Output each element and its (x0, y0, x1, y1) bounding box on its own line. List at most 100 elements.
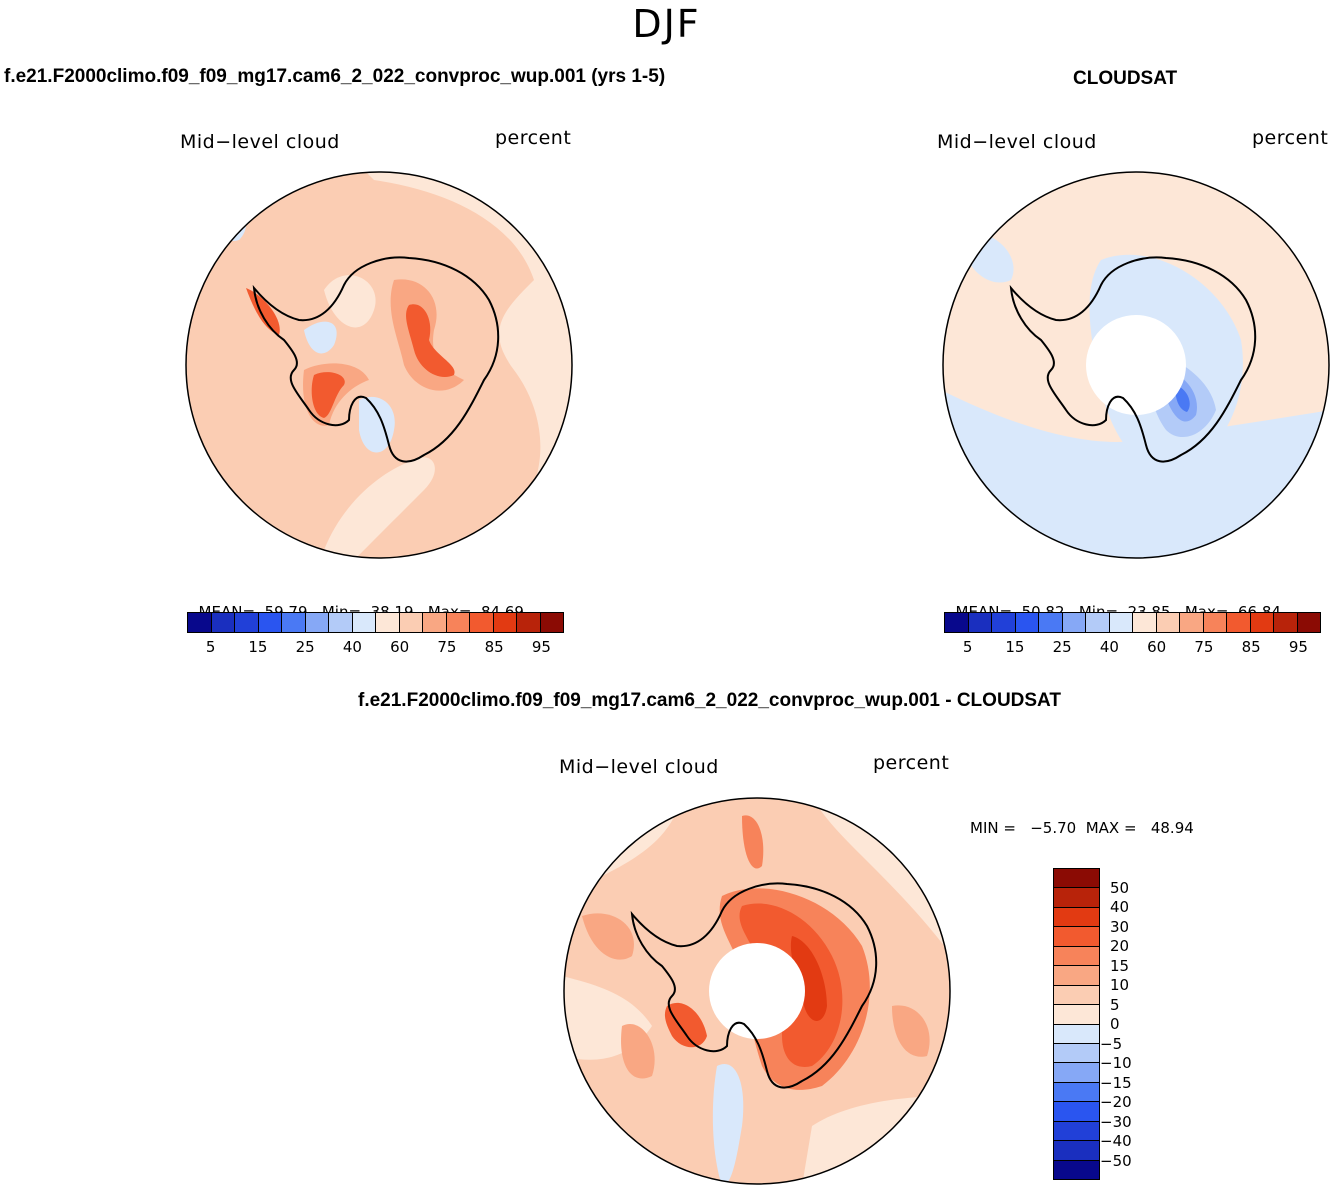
colorbar-tick-label: 15 (1005, 638, 1025, 656)
colorbar-swatch (423, 613, 447, 632)
diff-field-hot-west (664, 1002, 707, 1048)
colorbar-swatch (1054, 1063, 1099, 1083)
colorbar-swatch (1054, 1102, 1099, 1122)
colorbar-swatch (1062, 613, 1086, 632)
colorbar-tick-label: −50 (1100, 1151, 1132, 1170)
diff-panel-header: f.e21.F2000climo.f09_f09_mg17.cam6_2_022… (358, 690, 1061, 711)
model-field-hot-east (406, 304, 455, 378)
model-field-hot-peninsula (246, 288, 280, 335)
season-title: DJF (632, 2, 701, 46)
colorbar-tick-label: −30 (1100, 1112, 1132, 1131)
colorbar-swatch (1109, 613, 1133, 632)
colorbar-tick-label: 50 (1110, 878, 1130, 897)
colorbar-swatch (1203, 613, 1227, 632)
diff-field-hot3-east (790, 936, 827, 1021)
colorbar-swatch (376, 613, 400, 632)
colorbar-tick-label: 10 (1110, 976, 1130, 994)
obs-field-cool-south (943, 390, 1329, 558)
model-field-hot-west (311, 372, 345, 418)
colorbar-swatch (1054, 1082, 1099, 1103)
diff-field-cool-nw (582, 805, 625, 837)
model-field-light-south (324, 457, 435, 558)
model-polar-map (185, 171, 573, 559)
colorbar-swatch (1156, 613, 1180, 632)
colorbar-swatch (211, 613, 235, 632)
diff-variable-label: Mid−level cloud (559, 756, 719, 778)
model-field-cool-nw (219, 207, 247, 241)
colorbar-swatch (1274, 613, 1298, 632)
colorbar-swatch (540, 613, 563, 632)
antarctica-coastline (1009, 256, 1257, 463)
colorbar-swatch (968, 613, 992, 632)
colorbar-tick-label: 40 (1110, 898, 1130, 916)
colorbar-tick-label: 85 (484, 638, 504, 656)
obs-polar-map (942, 171, 1330, 559)
colorbar-swatch (1039, 613, 1063, 632)
colorbar-tick-label: 0 (1110, 1015, 1120, 1033)
obs-field-cool4-east (1175, 385, 1190, 412)
colorbar-tick-label: 5 (1110, 995, 1120, 1014)
colorbar-swatch (352, 613, 376, 632)
colorbar-tick-label: −10 (1100, 1054, 1132, 1072)
colorbar-swatch (1180, 613, 1204, 632)
antarctica-coastline (630, 882, 878, 1089)
colorbar-tick-label: 5 (205, 638, 216, 656)
colorbar-swatch (399, 613, 423, 632)
diff-field-cool-south (712, 1064, 744, 1184)
diff-missing-pole (709, 943, 805, 1039)
model-field-light-central (324, 275, 376, 328)
colorbar-swatch (188, 613, 212, 632)
diff-field-hot-north (742, 815, 764, 869)
model-panel-header: f.e21.F2000climo.f09_f09_mg17.cam6_2_022… (4, 66, 666, 87)
colorbar-tick-label: −40 (1100, 1132, 1132, 1150)
colorbar-tick-label: 60 (390, 638, 410, 656)
colorbar-swatch (1054, 1160, 1099, 1179)
colorbar-tick-label: 95 (1288, 638, 1308, 656)
colorbar-swatch (1297, 613, 1320, 632)
antarctica-coastline (252, 256, 500, 463)
colorbar-swatch (470, 613, 494, 632)
model-colorbar (187, 612, 564, 633)
obs-units-label: percent (1252, 127, 1329, 149)
diff-field-mid-sw (621, 1024, 655, 1079)
colorbar-swatch (235, 613, 259, 632)
colorbar-swatch (258, 613, 282, 632)
diff-minmax: MIN = −5.70 MAX = 48.94 (970, 819, 1194, 837)
colorbar-tick-label: 40 (342, 638, 362, 656)
colorbar-tick-label: 25 (295, 638, 315, 656)
colorbar-swatch (305, 613, 329, 632)
model-colorbar-ticks: 5 15 25 40 60 75 85 95 (187, 638, 565, 658)
colorbar-swatch (493, 613, 517, 632)
diff-colorbar (1053, 868, 1100, 1180)
colorbar-swatch (1054, 966, 1099, 986)
colorbar-swatch (1054, 869, 1099, 889)
colorbar-tick-label: 95 (531, 638, 551, 656)
colorbar-swatch (1054, 888, 1099, 908)
colorbar-tick-label: 85 (1241, 638, 1261, 656)
colorbar-tick-label: 15 (1110, 956, 1130, 975)
colorbar-tick-label: −15 (1100, 1073, 1132, 1092)
colorbar-tick-label: −20 (1100, 1093, 1132, 1111)
colorbar-swatch (282, 613, 306, 632)
colorbar-swatch (1054, 1005, 1099, 1025)
colorbar-swatch (1054, 946, 1099, 967)
obs-missing-pole (1086, 315, 1186, 415)
colorbar-tick-label: −5 (1100, 1034, 1123, 1053)
diff-field-mid-e (892, 1005, 930, 1057)
colorbar-swatch (1054, 1043, 1099, 1064)
colorbar-swatch (1086, 613, 1110, 632)
colorbar-swatch (1133, 613, 1157, 632)
colorbar-tick-label: 75 (1194, 638, 1214, 656)
diff-field-mid-w (582, 913, 634, 960)
colorbar-swatch (1250, 613, 1274, 632)
colorbar-tick-label: 60 (1147, 638, 1167, 656)
colorbar-tick-label: 20 (1110, 937, 1130, 955)
diff-colorbar-ticks: 50 40 30 20 15 10 5 0 −5 −10 −15 −20 −30 −40 −50 (1100, 868, 1170, 1180)
obs-variable-label: Mid−level cloud (937, 131, 1097, 153)
diff-polar-map (563, 797, 951, 1185)
colorbar-tick-label: 75 (437, 638, 457, 656)
colorbar-swatch (446, 613, 470, 632)
colorbar-swatch (1227, 613, 1251, 632)
diff-units-label: percent (873, 752, 950, 774)
colorbar-swatch (517, 613, 541, 632)
